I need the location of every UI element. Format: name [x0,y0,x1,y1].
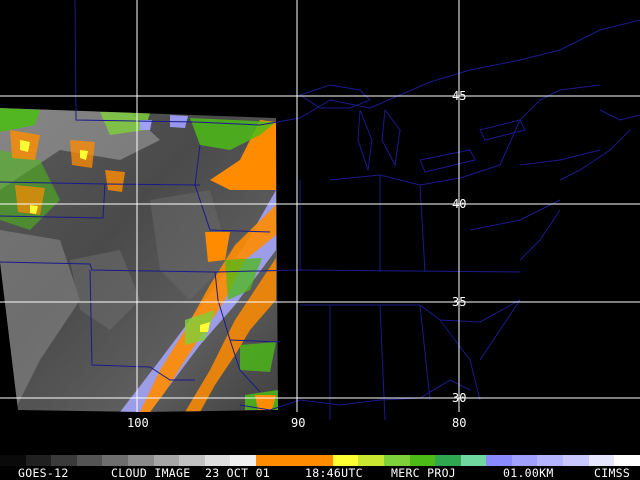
image-time: 18:46UTC [305,466,363,480]
color-swatch [307,455,333,466]
color-swatch [435,455,461,466]
latitude-label-35: 35 [452,295,467,309]
color-swatch [281,455,308,466]
color-swatch [614,455,640,466]
color-swatch [409,455,436,466]
color-swatch [486,455,512,466]
product-name: CLOUD IMAGE [111,466,191,480]
political-boundaries [0,0,640,421]
color-swatch [230,455,256,466]
latitude-label-45: 45 [452,89,467,103]
satellite-name: GOES-12 [18,466,69,480]
color-swatch [332,455,359,466]
color-swatch [358,455,384,466]
color-swatch [537,455,564,466]
provider: CIMSS [594,466,631,480]
cloud-image-swath [0,108,278,412]
color-swatch [153,455,180,466]
color-swatch [179,455,205,466]
color-scale-bar [0,455,640,466]
color-swatch [102,455,128,466]
color-swatch [51,455,77,466]
latitude-label-40: 40 [452,197,467,211]
color-swatch [25,455,52,466]
image-date: 23 OCT 01 [205,466,271,480]
longitude-label-100: 100 [127,416,149,430]
image-caption: GOES-12 CLOUD IMAGE 23 OCT 01 18:46UTC M… [0,466,640,480]
lat-lon-grid [0,0,640,412]
color-swatch [511,455,538,466]
color-swatch [255,455,282,466]
color-swatch [588,455,615,466]
projection: MERC PROJ [391,466,457,480]
color-swatch [76,455,103,466]
color-swatch [0,455,26,466]
longitude-label-90: 90 [291,416,306,430]
color-swatch [563,455,589,466]
satellite-map [0,0,640,421]
color-swatch [460,455,487,466]
color-swatch [127,455,154,466]
latitude-label-30: 30 [452,391,467,405]
resolution: 01.00KM [503,466,554,480]
color-swatch [204,455,231,466]
longitude-label-80: 80 [452,416,467,430]
color-swatch [383,455,410,466]
